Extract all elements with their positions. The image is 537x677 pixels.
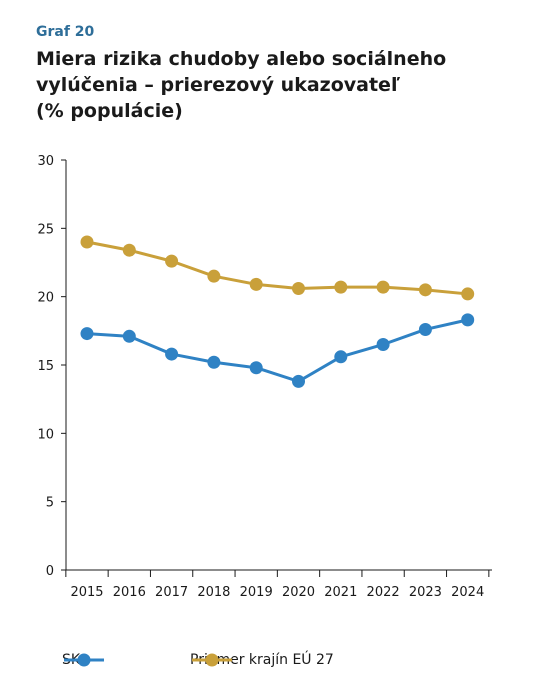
data-point-sk bbox=[165, 347, 179, 361]
data-point-sk bbox=[249, 361, 263, 375]
data-point-eu27 bbox=[376, 280, 390, 294]
series-line-eu27 bbox=[86, 240, 468, 296]
y-tick-label: 25 bbox=[37, 222, 54, 237]
x-tick-label: 2016 bbox=[113, 585, 146, 600]
chart-number-label: Graf 20 bbox=[36, 24, 95, 40]
data-point-eu27 bbox=[122, 243, 136, 257]
x-tick-label: 2015 bbox=[70, 585, 103, 600]
y-tick-label: 20 bbox=[37, 291, 54, 306]
data-point-eu27 bbox=[334, 280, 348, 294]
y-tick-label: 5 bbox=[46, 496, 54, 511]
data-point-sk bbox=[461, 313, 475, 327]
data-point-eu27 bbox=[80, 235, 94, 249]
x-tick-label: 2019 bbox=[240, 585, 273, 600]
x-tick-label: 2023 bbox=[409, 585, 442, 600]
y-tick-label: 15 bbox=[37, 359, 54, 374]
x-tick-label: 2024 bbox=[451, 585, 484, 600]
x-tick-label: 2018 bbox=[197, 585, 230, 600]
data-point-sk bbox=[418, 322, 432, 336]
y-tick-label: 0 bbox=[46, 564, 54, 579]
y-tick-label: 30 bbox=[37, 154, 54, 169]
legend-item-eu27: Priemer krajín EÚ 27 bbox=[190, 648, 334, 672]
y-tick-label: 10 bbox=[37, 427, 54, 442]
chart-title-line-1: Miera rizika chudoby alebo sociálneho bbox=[36, 48, 447, 70]
data-point-sk bbox=[376, 338, 390, 351]
x-tick-label: 2021 bbox=[324, 585, 357, 600]
data-point-eu27 bbox=[249, 277, 263, 291]
legend-swatch-sk bbox=[64, 653, 104, 667]
data-point-sk bbox=[122, 329, 136, 343]
chart-title: Miera rizika chudoby alebo sociálneho vy… bbox=[36, 46, 506, 124]
x-tick-label: 2020 bbox=[282, 585, 315, 600]
data-point-eu27 bbox=[292, 281, 305, 295]
chart-title-line-2: vylúčenia – prierezový ukazovateľ bbox=[36, 74, 401, 96]
chart-title-line-3: (% populácie) bbox=[36, 100, 183, 122]
data-point-eu27 bbox=[207, 269, 221, 283]
data-point-sk bbox=[292, 374, 305, 388]
data-point-sk bbox=[80, 327, 94, 341]
x-tick-label: 2022 bbox=[367, 585, 400, 600]
series-line-sk bbox=[86, 318, 469, 383]
data-point-eu27 bbox=[418, 283, 432, 297]
x-tick-label: 2017 bbox=[155, 585, 188, 600]
legend-item-sk: SK bbox=[62, 648, 104, 672]
data-point-eu27 bbox=[461, 287, 475, 301]
legend-swatch-eu27 bbox=[192, 653, 232, 667]
data-point-eu27 bbox=[165, 254, 179, 268]
data-point-sk bbox=[334, 350, 348, 364]
data-point-sk bbox=[207, 355, 221, 369]
legend-label-eu27: Priemer krajín EÚ 27 bbox=[190, 652, 334, 668]
